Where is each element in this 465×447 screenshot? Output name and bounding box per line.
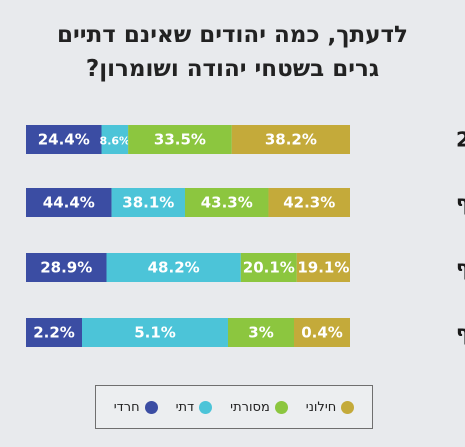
data-label: 38.2% <box>265 131 317 149</box>
legend-swatch <box>341 400 355 414</box>
category-label: 10 אלף <box>456 191 465 215</box>
bar-segment-haredi <box>26 188 112 217</box>
data-label: 43.3% <box>201 194 253 212</box>
legend-swatch <box>274 400 288 414</box>
data-label: 20.1% <box>243 259 295 277</box>
bar-segment-masorti <box>240 253 297 282</box>
bar-row: 2.2% 5.1% 3% 0.4% <box>26 318 350 347</box>
bar-segment-haredi <box>26 318 82 347</box>
bar-segment-masorti <box>128 125 232 154</box>
bar-segment-dati <box>106 253 241 282</box>
data-label: 28.9% <box>40 259 92 277</box>
legend-item-haredi: חרדי <box>114 400 158 415</box>
title-line-1: לדעתך, כמה יהודים שאינם דתיים <box>57 22 408 48</box>
legend-label: חילוני <box>305 399 337 415</box>
bar-segment-masorti <box>228 318 294 347</box>
data-label: 48.2% <box>148 259 200 277</box>
data-label: 19.1% <box>297 259 349 277</box>
bar-segment-hiloni <box>294 318 350 347</box>
data-label: 8.6% <box>100 135 131 148</box>
bar-segment-hiloni <box>231 125 350 154</box>
bar-row: 28.9% 48.2% 20.1% 19.1% <box>26 253 350 282</box>
bar-segment-dati <box>111 188 186 217</box>
legend-label: מסורתי <box>230 399 270 415</box>
bar-segment-haredi <box>26 125 102 154</box>
bar-segment-haredi <box>26 253 107 282</box>
data-label: 33.5% <box>154 131 206 149</box>
bar-row: 44.4% 38.1% 43.3% 42.3% <box>26 188 350 217</box>
bar-segment-dati <box>101 125 129 154</box>
data-label: 3% <box>248 324 273 342</box>
data-label: 42.3% <box>283 194 335 212</box>
legend-item-dati: דתי <box>176 400 213 415</box>
chart-title: לדעתך, כמה יהודים שאינם דתיים גרים בשטחי… <box>0 18 465 86</box>
legend-swatch <box>199 400 213 414</box>
category-label: 300 אלף <box>456 321 465 345</box>
data-label: 0.4% <box>301 324 343 342</box>
chart-legend: חרדי דתי מסורתי חילוני <box>95 385 373 429</box>
legend-label: דתי <box>175 399 195 415</box>
legend-item-masorti: מסורתי <box>230 400 288 415</box>
legend-item-hiloni: חילוני <box>305 399 355 415</box>
data-label: 44.4% <box>43 194 95 212</box>
data-label: 5.1% <box>134 324 176 342</box>
bar-segment-dati <box>82 318 228 347</box>
category-label: 130 אלף <box>456 256 465 280</box>
data-label: 24.4% <box>38 131 90 149</box>
data-label: 2.2% <box>33 324 75 342</box>
title-line-2: גרים בשטחי יהודה ושומרון? <box>85 56 380 82</box>
category-label: 2,000 <box>456 128 465 152</box>
bar-row: 24.4% 8.6% 33.5% 38.2% <box>26 125 350 154</box>
data-label: 38.1% <box>122 194 174 212</box>
bar-segment-masorti <box>185 188 269 217</box>
legend-label: חרדי <box>113 399 140 415</box>
legend-swatch <box>144 400 158 414</box>
bar-segment-hiloni <box>268 188 350 217</box>
bar-segment-hiloni <box>296 253 350 282</box>
